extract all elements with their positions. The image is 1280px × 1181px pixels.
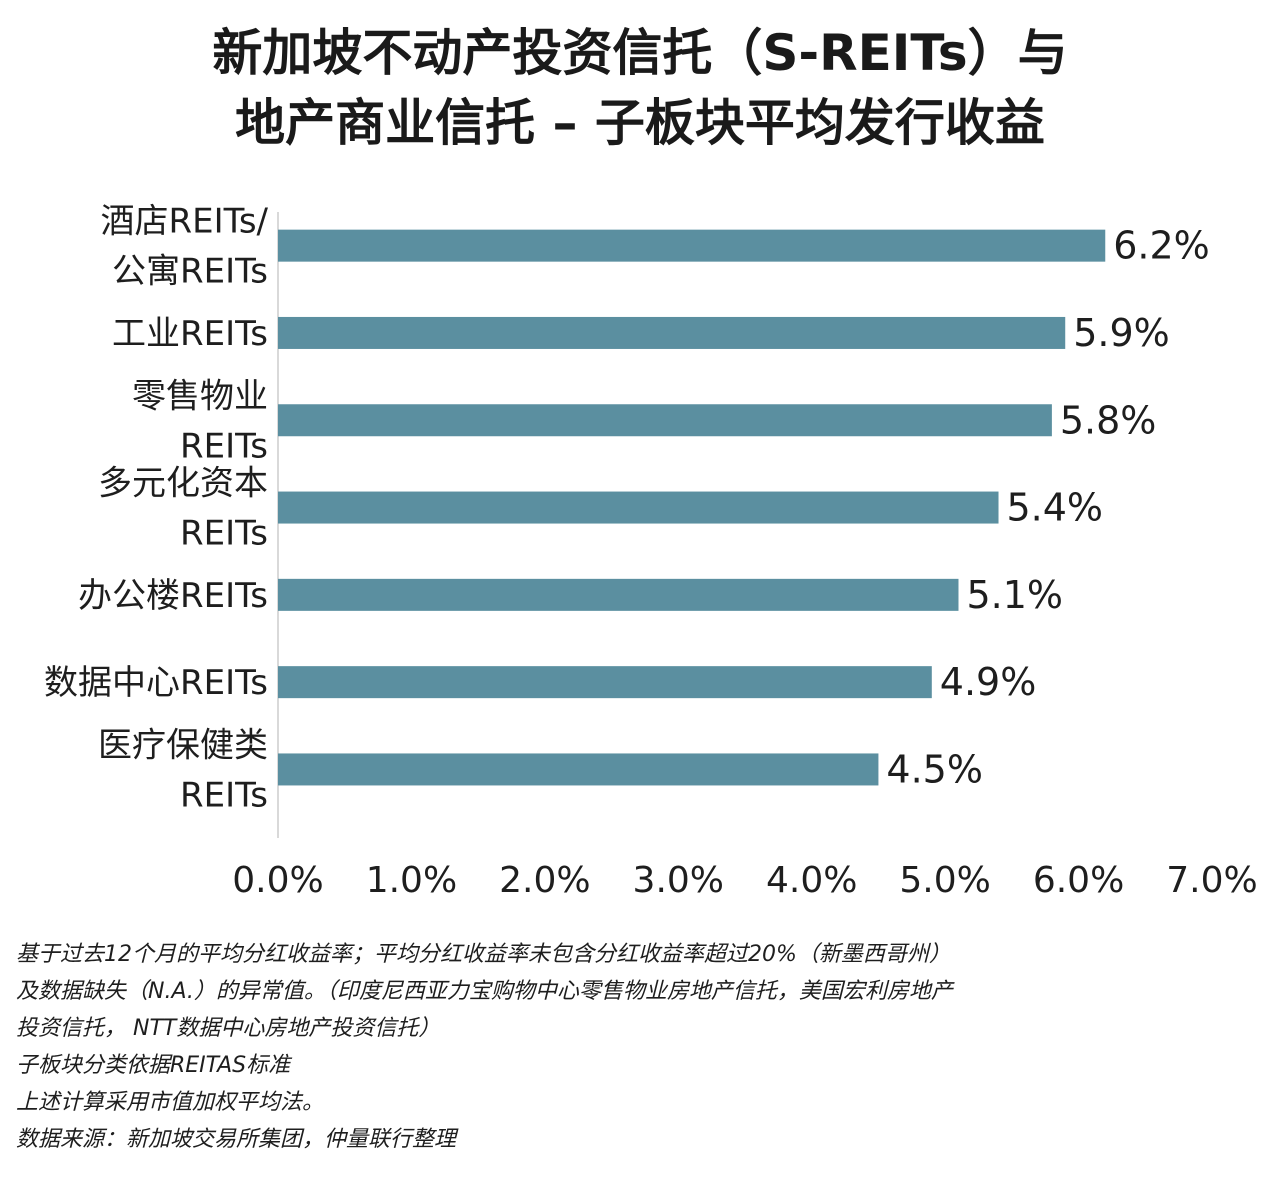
data-label: 5.4%	[1007, 486, 1104, 530]
category-label: 酒店REITs/	[101, 202, 269, 242]
category-label: 办公楼REITs	[78, 576, 268, 616]
data-label: 5.9%	[1073, 311, 1170, 355]
data-label: 4.5%	[886, 747, 983, 791]
bar	[278, 578, 959, 611]
chart-title: 新加坡不动产投资信托（S-REITs）与 地产商业信托 – 子板块平均发行收益	[0, 18, 1280, 158]
x-tick-label: 2.0%	[499, 860, 590, 901]
bar	[278, 753, 879, 786]
footnote-line: 基于过去12个月的平均分红收益率；平均分红收益率未包含分红收益率超过20%（新墨…	[16, 942, 951, 967]
data-label: 4.9%	[940, 660, 1037, 704]
x-tick-label: 4.0%	[766, 860, 857, 901]
footnote-line: 投资信托， NTT数据中心房地产投资信托）	[16, 1016, 441, 1041]
x-tick-label: 6.0%	[1033, 860, 1124, 901]
footnote-source: 数据来源：新加坡交易所集团，仲量联行整理	[16, 1127, 457, 1152]
x-tick-label: 7.0%	[1166, 860, 1257, 901]
data-label: 5.1%	[966, 573, 1063, 617]
footnotes: 基于过去12个月的平均分红收益率；平均分红收益率未包含分红收益率超过20%（新墨…	[16, 936, 1266, 1158]
category-label: REITs	[180, 426, 268, 466]
category-label: 工业REITs	[112, 314, 268, 354]
bar	[278, 666, 932, 699]
data-label: 5.8%	[1060, 398, 1157, 442]
x-tick-label: 1.0%	[366, 860, 457, 901]
footnote-line: 上述计算采用市值加权平均法。	[16, 1090, 325, 1115]
footnote-line: 子板块分类依据REITAS标准	[16, 1053, 291, 1078]
bar-chart: 6.2% 酒店REITs/公寓REITs 5.9% 工业REITs 5.8% 零售物业 RE…	[44, 202, 1258, 901]
category-label: 多元化资本	[98, 464, 268, 504]
x-tick-label: 5.0%	[899, 860, 990, 901]
category-label: 数据中心REITs	[44, 663, 268, 703]
bar	[278, 229, 1106, 262]
footnote-line: 及数据缺失（N.A.）的异常值。（印度尼西亚力宝购物中心零售物业房地产信托，美国…	[16, 979, 953, 1004]
category-label: 公寓REITs	[112, 252, 268, 292]
category-label: 零售物业	[132, 376, 268, 416]
category-label: REITs	[180, 775, 268, 815]
data-label: 6.2%	[1113, 224, 1210, 268]
category-label: REITs	[180, 514, 268, 554]
bar	[278, 491, 999, 524]
bar	[278, 404, 1052, 437]
category-label: 医疗保健类	[98, 725, 268, 765]
chart-title-line-1: 新加坡不动产投资信托（S-REITs）与	[212, 24, 1068, 82]
x-tick-label: 0.0%	[232, 860, 323, 901]
x-tick-label: 3.0%	[633, 860, 724, 901]
bar	[278, 316, 1066, 349]
chart-title-line-2: 地产商业信托 – 子板块平均发行收益	[235, 94, 1045, 152]
